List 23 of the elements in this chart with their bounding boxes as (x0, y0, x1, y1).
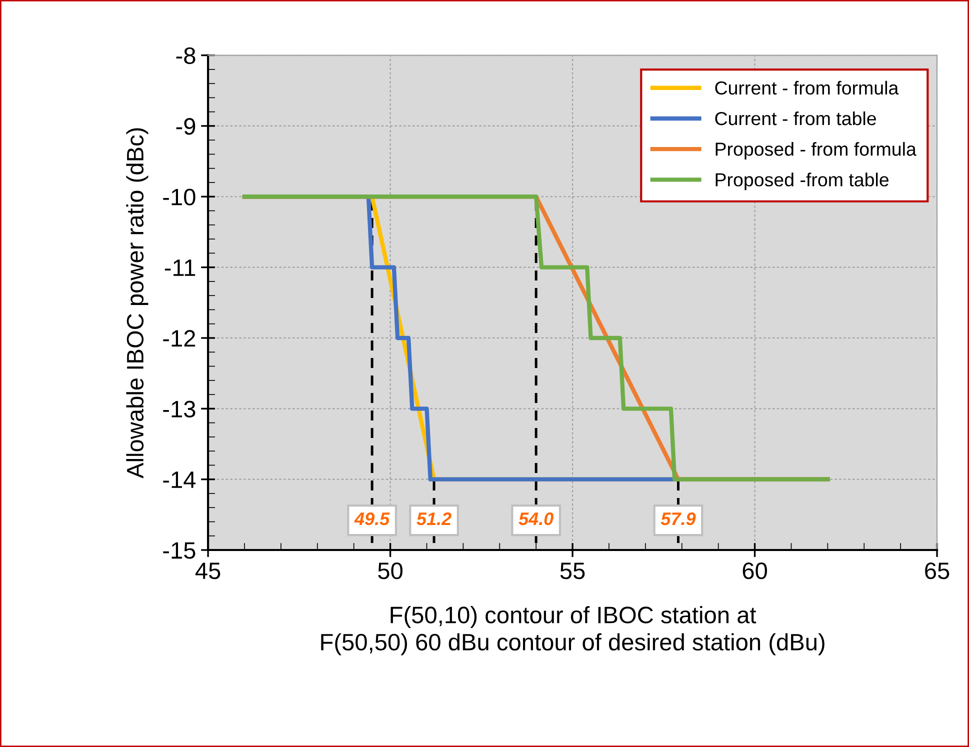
legend-label: Current - from formula (715, 80, 899, 95)
x-tick-label: 60 (742, 562, 767, 580)
y-axis-title: Allowable IBOC power ratio (dBc) (126, 128, 148, 478)
ref-line-label: 49.5 (354, 512, 390, 526)
ref-line-label: 51.2 (416, 512, 452, 526)
ref-line-label: 57.9 (660, 512, 696, 526)
ref-line-label: 54.0 (518, 512, 554, 526)
y-tick-label: -15 (163, 542, 196, 559)
y-tick-label: -12 (163, 330, 196, 347)
x-tick-label: 65 (925, 562, 950, 580)
y-tick-label: -9 (176, 118, 196, 135)
legend-label: Current - from table (715, 111, 876, 126)
y-tick-label: -11 (164, 260, 196, 276)
y-tick-label: -13 (163, 400, 196, 418)
x-tick-label: 55 (560, 562, 585, 580)
y-tick-label: -14 (163, 472, 196, 488)
x-axis-title: F(50,10) contour of IBOC station at F(50,50) 60 dBu contour of desired station (dBu) (321, 606, 824, 656)
y-tick-label: -8 (176, 47, 196, 64)
legend-label: Proposed - from formula (716, 142, 916, 160)
x-tick-label: 50 (378, 562, 402, 580)
y-tick-label: -10 (163, 188, 196, 206)
legend-label: Proposed -from table (716, 172, 889, 190)
x-tick-label: 45 (195, 562, 220, 580)
